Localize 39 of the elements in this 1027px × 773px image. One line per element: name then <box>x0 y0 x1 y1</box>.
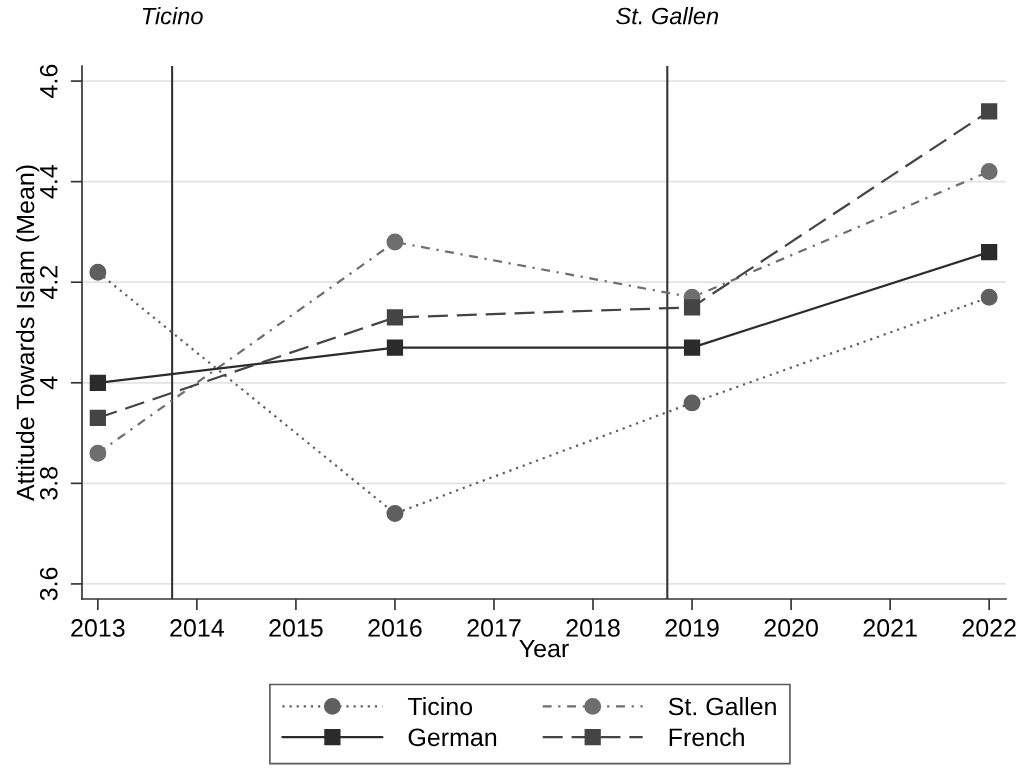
point <box>89 409 106 427</box>
legend-label: Ticino <box>407 697 473 716</box>
x-tick-label: 2017 <box>467 619 521 637</box>
point <box>980 288 998 306</box>
point <box>89 374 106 391</box>
legend-label: German <box>408 728 497 747</box>
x-tick-label: 2022 <box>962 619 1016 637</box>
x-tick-label: 2016 <box>368 619 422 637</box>
point <box>386 505 404 522</box>
x-tick-label: 2020 <box>764 619 818 637</box>
point <box>981 103 998 120</box>
y-axis-title: Attitude Towards Islam (Mean) <box>15 165 40 502</box>
x-tick-label: 2019 <box>665 619 719 637</box>
legend-label: French <box>669 727 744 747</box>
x-tick-label: 2018 <box>566 619 620 637</box>
x-axis-title: Year <box>519 639 569 658</box>
point <box>683 394 701 412</box>
y-tick-label: 4.4 <box>40 165 58 199</box>
point <box>683 299 701 316</box>
x-tick-label: 2015 <box>269 619 323 637</box>
x-tick-label: 2013 <box>71 619 125 637</box>
y-tick-label: 3.8 <box>39 467 58 500</box>
x-tick-label: 2021 <box>863 619 917 637</box>
ref-line-label: Ticino <box>142 7 203 25</box>
point <box>386 233 404 251</box>
x-tick-label: 2014 <box>170 619 224 637</box>
point <box>89 263 107 281</box>
ref-line-label: St. Gallen <box>616 7 719 25</box>
y-tick-label: 3.6 <box>39 567 58 601</box>
point <box>980 163 998 181</box>
point <box>386 309 404 326</box>
y-tick-label: 4.2 <box>39 266 58 300</box>
legend-label: St. Gallen <box>668 697 776 716</box>
y-tick-label: 4.6 <box>39 64 58 98</box>
point <box>386 339 404 356</box>
y-tick-label: 4 <box>40 376 58 390</box>
point <box>683 339 701 356</box>
point <box>89 444 107 462</box>
point <box>981 243 998 261</box>
